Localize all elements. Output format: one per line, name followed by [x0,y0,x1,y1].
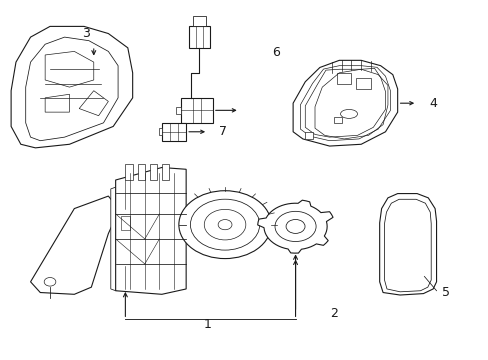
Polygon shape [159,128,162,135]
Text: 5: 5 [441,286,449,299]
Polygon shape [30,196,116,294]
Polygon shape [116,167,186,294]
Polygon shape [125,164,132,180]
Polygon shape [137,164,144,180]
Polygon shape [292,60,397,146]
Polygon shape [111,187,120,291]
Circle shape [179,191,271,258]
Text: 6: 6 [272,46,280,59]
Polygon shape [188,26,210,48]
Text: 1: 1 [203,318,211,331]
Polygon shape [193,16,205,26]
Polygon shape [162,123,186,141]
Polygon shape [379,194,436,295]
Text: 7: 7 [218,125,226,138]
Polygon shape [305,132,312,139]
Text: 2: 2 [330,307,338,320]
Polygon shape [11,26,132,148]
Text: 3: 3 [82,27,90,40]
Polygon shape [176,107,181,114]
Text: 4: 4 [428,97,436,110]
Polygon shape [162,164,169,180]
Polygon shape [181,98,212,123]
Polygon shape [149,164,157,180]
Polygon shape [257,200,332,253]
